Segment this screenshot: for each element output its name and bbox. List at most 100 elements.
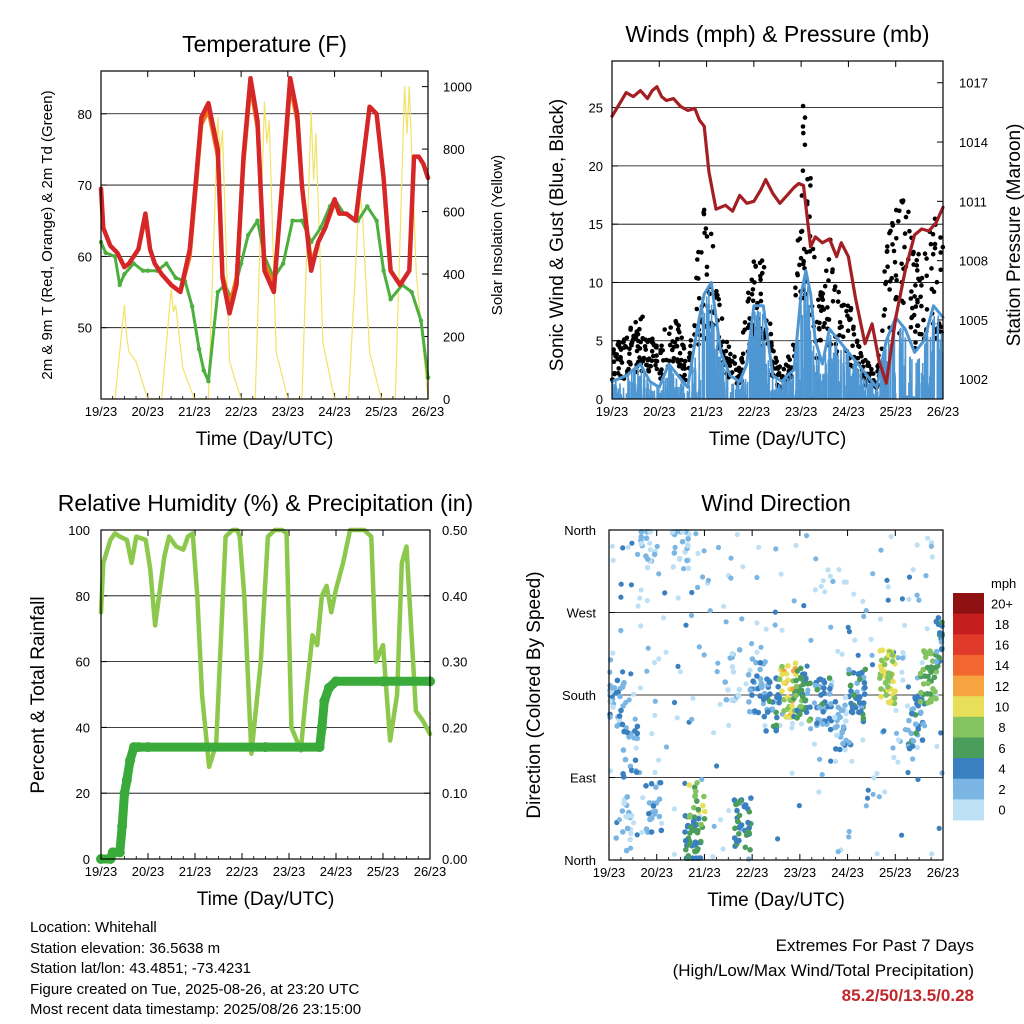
solar-insolation-line (114, 85, 429, 400)
direction-point (918, 709, 924, 716)
dewpoint-point (318, 225, 323, 231)
direction-point (906, 745, 913, 752)
direction-point (789, 725, 795, 731)
gust-point (928, 241, 934, 247)
panel3-xlabel: Time (Day/UTC) (197, 889, 335, 910)
direction-point (878, 547, 884, 553)
gust-point (776, 371, 781, 377)
direction-point (749, 656, 756, 662)
direction-point (690, 695, 696, 702)
gust-point (924, 307, 930, 312)
direction-point (933, 696, 939, 702)
panel2-xtick-label: 24/23 (832, 404, 865, 419)
panel1-y2tick-label: 400 (443, 267, 465, 282)
gust-point (930, 251, 936, 257)
direction-point (828, 701, 834, 707)
gust-point (908, 325, 914, 330)
gust-point (662, 327, 667, 332)
direction-point (763, 626, 769, 632)
colorbar-label: 8 (998, 720, 1005, 735)
precip-point (331, 676, 341, 687)
direction-point (932, 688, 938, 695)
panel3-y2tick-label: 0.10 (442, 786, 467, 801)
gust-point (675, 357, 680, 362)
direction-point (791, 598, 797, 604)
gust-point (848, 307, 853, 313)
direction-point (846, 739, 852, 746)
direction-point (607, 714, 613, 720)
dewpoint-point (388, 296, 393, 302)
precip-point (117, 821, 128, 832)
gust-point (714, 292, 719, 297)
panel4-ytick-label: South (562, 688, 596, 703)
direction-point (935, 663, 941, 669)
dewpoint-point (290, 218, 295, 223)
gust-point (658, 350, 663, 356)
panel2-xtick-label: 25/23 (879, 404, 912, 419)
gust-point (670, 339, 675, 344)
gust-point (727, 363, 733, 368)
direction-point (827, 573, 833, 579)
gust-point (736, 365, 742, 371)
direction-point (746, 809, 753, 815)
direction-point (710, 854, 716, 860)
gust-point (825, 305, 830, 310)
panel3-title: Relative Humidity (%) & Precipitation (i… (58, 490, 473, 516)
gust-point (753, 264, 758, 269)
direction-point (652, 808, 659, 815)
direction-point (878, 693, 884, 700)
gust-point (910, 305, 915, 311)
panel3-ylabel: Percent & Total Rainfall (28, 596, 49, 793)
panel2-xtick-label: 20/23 (643, 404, 676, 419)
dewpoint-point (238, 261, 244, 266)
direction-point (886, 699, 893, 706)
direction-point (622, 756, 629, 763)
direction-point (913, 730, 919, 737)
direction-point (900, 677, 906, 683)
direction-point (745, 819, 751, 826)
direction-point (801, 671, 808, 677)
direction-point (609, 543, 616, 549)
panel3-frame (100, 529, 431, 860)
direction-point (701, 816, 708, 822)
direction-point (747, 667, 753, 673)
gust-point (913, 304, 919, 309)
gust-point (793, 292, 798, 298)
direction-point (659, 820, 665, 826)
direction-point (722, 679, 728, 685)
direction-point (910, 706, 917, 712)
direction-point (738, 822, 745, 828)
gust-point (696, 276, 701, 281)
direction-point (920, 721, 927, 727)
gust-point (628, 362, 633, 367)
direction-point (686, 782, 692, 788)
direction-point (629, 540, 635, 546)
gust-point (797, 262, 802, 268)
direction-point (863, 803, 869, 809)
direction-point (757, 693, 763, 699)
gust-point (629, 339, 635, 345)
direction-point (870, 571, 876, 577)
direction-point (899, 669, 905, 675)
direction-point (628, 767, 635, 774)
direction-point (685, 565, 692, 572)
direction-point (792, 692, 799, 699)
direction-point (916, 597, 922, 603)
direction-point (912, 721, 919, 727)
direction-point (783, 713, 789, 720)
direction-point (753, 659, 759, 666)
gust-point (801, 246, 807, 252)
direction-point (700, 574, 706, 580)
dewpoint-point (189, 304, 195, 309)
direction-point (861, 679, 868, 686)
direction-point (747, 847, 753, 853)
panel3-xtick-label: 26/23 (414, 864, 447, 879)
direction-point (695, 806, 702, 813)
direction-point (690, 818, 697, 824)
gust-point (640, 358, 646, 364)
direction-point (635, 603, 641, 609)
gust-point (677, 350, 683, 356)
direction-point (754, 620, 760, 626)
gust-point (816, 304, 822, 309)
gust-point (668, 325, 673, 330)
